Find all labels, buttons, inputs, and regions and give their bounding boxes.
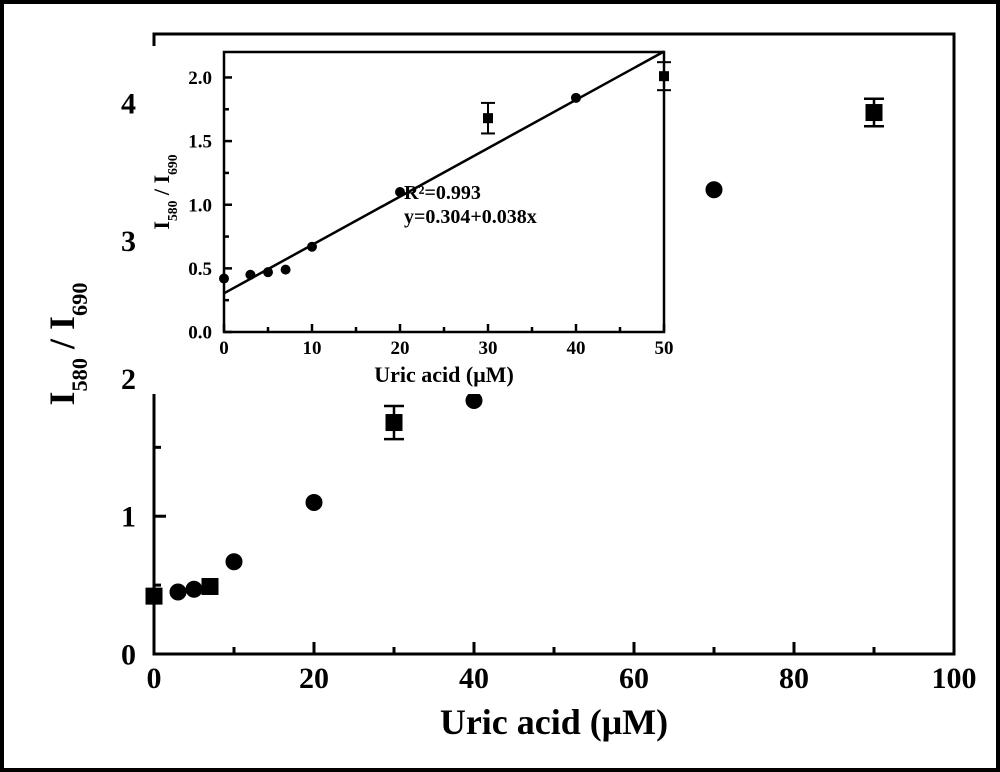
y-tick-label: 3 bbox=[121, 225, 136, 258]
data-point bbox=[866, 105, 882, 121]
fit-annotation: R²=0.993 bbox=[404, 182, 481, 204]
chart-container: 020406080100Uric acid (μM)01234I580 / I6… bbox=[0, 0, 1000, 772]
x-tick-label: 0 bbox=[219, 338, 229, 359]
data-point bbox=[706, 182, 722, 198]
x-tick-label: 60 bbox=[619, 662, 649, 695]
chart-svg: 020406080100Uric acid (μM)01234I580 / I6… bbox=[4, 4, 996, 768]
x-axis-label: Uric acid (μM) bbox=[374, 362, 514, 387]
data-point bbox=[186, 581, 202, 597]
y-tick-label: 2 bbox=[121, 363, 136, 396]
data-point bbox=[246, 270, 255, 279]
data-point bbox=[308, 242, 317, 251]
data-point bbox=[281, 265, 290, 274]
x-tick-label: 20 bbox=[391, 338, 410, 359]
data-point bbox=[170, 584, 186, 600]
y-tick-label: 4 bbox=[121, 87, 136, 120]
data-point bbox=[264, 268, 273, 277]
data-point bbox=[226, 554, 242, 570]
y-tick-label: 0.5 bbox=[188, 259, 212, 280]
data-point bbox=[466, 392, 482, 408]
x-tick-label: 50 bbox=[655, 338, 674, 359]
x-tick-label: 10 bbox=[303, 338, 322, 359]
y-tick-label: 0 bbox=[121, 639, 136, 672]
x-tick-label: 40 bbox=[459, 662, 489, 695]
data-point bbox=[306, 494, 322, 510]
y-axis-label: I580 / I690 bbox=[42, 283, 92, 406]
fit-annotation: y=0.304+0.038x bbox=[404, 206, 537, 228]
x-tick-label: 40 bbox=[567, 338, 586, 359]
data-point bbox=[220, 274, 229, 283]
y-tick-label: 1 bbox=[121, 501, 136, 534]
data-point bbox=[146, 588, 162, 604]
data-point bbox=[386, 415, 402, 431]
x-axis-label: Uric acid (μM) bbox=[440, 702, 668, 742]
data-point bbox=[660, 72, 669, 81]
data-point bbox=[202, 578, 218, 594]
x-tick-label: 0 bbox=[147, 662, 162, 695]
x-tick-label: 30 bbox=[479, 338, 498, 359]
x-tick-label: 20 bbox=[299, 662, 329, 695]
y-tick-label: 1.0 bbox=[188, 195, 212, 216]
x-tick-label: 80 bbox=[779, 662, 809, 695]
x-tick-label: 100 bbox=[932, 662, 977, 695]
data-point bbox=[484, 114, 493, 123]
y-tick-label: 1.5 bbox=[188, 132, 212, 153]
y-tick-label: 2.0 bbox=[188, 68, 212, 89]
data-point bbox=[572, 93, 581, 102]
y-tick-label: 0.0 bbox=[188, 323, 212, 344]
